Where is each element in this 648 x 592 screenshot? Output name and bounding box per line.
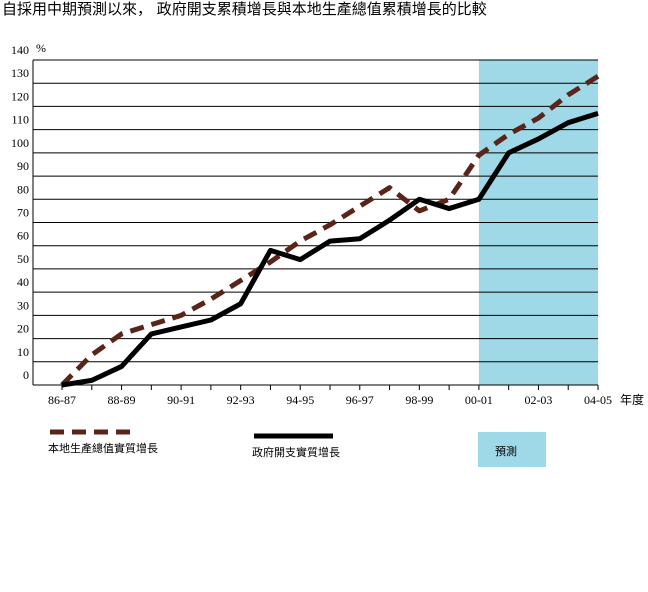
legend-swatch [478,432,546,467]
y-tick-label: 140 [11,43,29,57]
y-tick-label: 50 [17,252,29,266]
y-unit: % [36,41,46,55]
y-tick-label: 60 [17,229,29,243]
legend-label: 政府開支實質增長 [252,445,340,459]
x-tick-label: 96-97 [346,393,374,407]
x-tick-label: 88-89 [108,393,136,407]
y-tick-label: 110 [11,113,29,127]
y-tick-label: 20 [17,322,29,336]
x-tick-label: 92-93 [227,393,255,407]
legend-label: 預測 [495,444,517,458]
y-tick-label: 90 [17,159,29,173]
y-tick-label: 70 [17,206,29,220]
y-tick-label: 100 [11,136,29,150]
y-tick-label: 130 [11,66,29,80]
series-line [61,111,599,388]
x-tick-label: 94-95 [286,393,314,407]
chart-title: 自採用中期預測以來， 政府開支累積增長與本地生產總值累積增長的比較 [2,0,487,18]
x-tick-label: 86-87 [48,393,76,407]
y-tick-label: 40 [17,275,29,289]
x-tick-label: 00-01 [465,393,493,407]
x-tick-label: 98-99 [405,393,433,407]
y-tick-label: 80 [17,182,29,196]
x-tick-label: 04-05 [584,393,612,407]
y-tick-label: 30 [17,298,29,312]
x-tick-label: 02-03 [524,393,552,407]
series-line [60,74,600,387]
legend-label: 本地生產總值實質增長 [48,441,158,455]
y-tick-label: 120 [11,89,29,103]
x-axis-label: 年度 [620,392,644,407]
x-tick-label: 90-91 [167,393,195,407]
y-tick-label: 0 [23,368,29,382]
y-tick-label: 10 [17,345,29,359]
